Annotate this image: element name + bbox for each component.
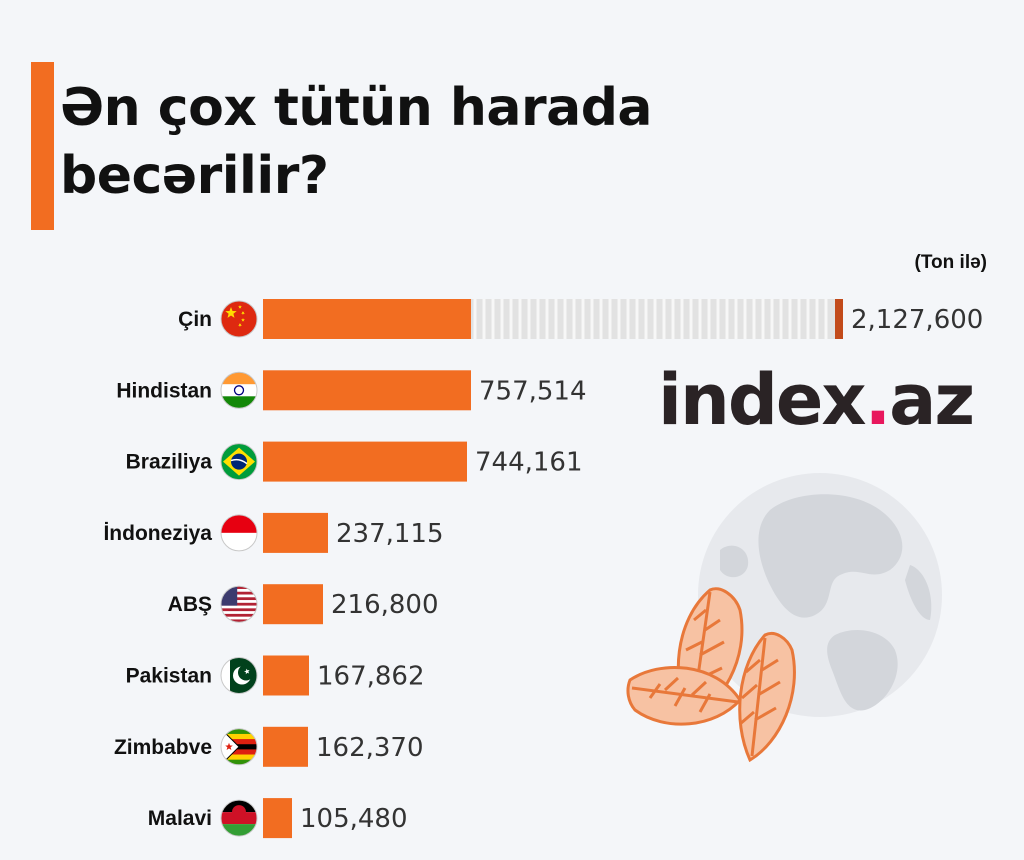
tobacco-leaves-icon — [626, 587, 796, 763]
pakistan-flag-icon — [221, 657, 257, 694]
logo-suffix: az — [889, 359, 975, 441]
bar-row: Hindistan 757,514 — [116, 370, 587, 411]
index-az-logo: index.az — [658, 359, 975, 441]
category-label: Çin — [178, 308, 212, 331]
bar-break-end — [835, 299, 843, 339]
usa-flag-icon — [221, 586, 257, 623]
bar-row: İndoneziya 237,115 — [103, 512, 444, 553]
china-flag-icon — [221, 301, 257, 337]
value-label: 237,115 — [336, 519, 444, 549]
bar-row: Braziliya 744,161 — [126, 441, 583, 482]
bar-row: ABŞ 216,800 — [168, 584, 439, 625]
value-label: 757,514 — [479, 376, 587, 406]
category-label: Zimbabve — [114, 736, 212, 759]
globe-tobacco-illustration — [626, 473, 942, 763]
bar — [263, 299, 471, 339]
bar-row: Çin 2,127,600 — [178, 299, 983, 339]
bar — [263, 370, 471, 411]
category-label: Hindistan — [116, 379, 212, 402]
malawi-flag-icon — [221, 800, 257, 837]
value-label: 744,161 — [475, 448, 583, 478]
bar — [263, 584, 323, 625]
category-label: Malavi — [148, 807, 212, 830]
title-accent-bar — [31, 62, 54, 230]
value-label: 2,127,600 — [851, 305, 983, 335]
brazil-flag-icon — [221, 443, 257, 480]
india-flag-icon — [221, 372, 257, 409]
bar — [263, 512, 328, 553]
bar — [263, 798, 292, 839]
page-title: Ən çox tütün harada becərilir? — [60, 78, 653, 206]
value-label: 105,480 — [300, 804, 408, 834]
value-label: 167,862 — [317, 662, 425, 692]
bar-axis-break — [471, 299, 835, 339]
value-label: 216,800 — [331, 590, 439, 620]
logo-dot: . — [864, 359, 892, 441]
bar — [263, 726, 308, 767]
indonesia-flag-icon — [221, 514, 257, 551]
unit-note: (Ton ilə) — [914, 252, 987, 273]
zimbabwe-flag-icon — [221, 728, 257, 765]
value-label: 162,370 — [316, 733, 424, 763]
category-label: ABŞ — [168, 593, 212, 616]
category-label: İndoneziya — [103, 522, 212, 545]
bar — [263, 655, 309, 696]
bar — [263, 441, 467, 482]
logo-text: index — [658, 359, 867, 441]
bar-row: Pakistan 167,862 — [126, 655, 425, 696]
bar-break-stripes — [473, 299, 828, 339]
bar-row: Zimbabve 162,370 — [114, 726, 424, 767]
bar-row: Malavi 105,480 — [148, 798, 408, 839]
category-label: Braziliya — [126, 451, 213, 474]
category-label: Pakistan — [126, 665, 212, 688]
